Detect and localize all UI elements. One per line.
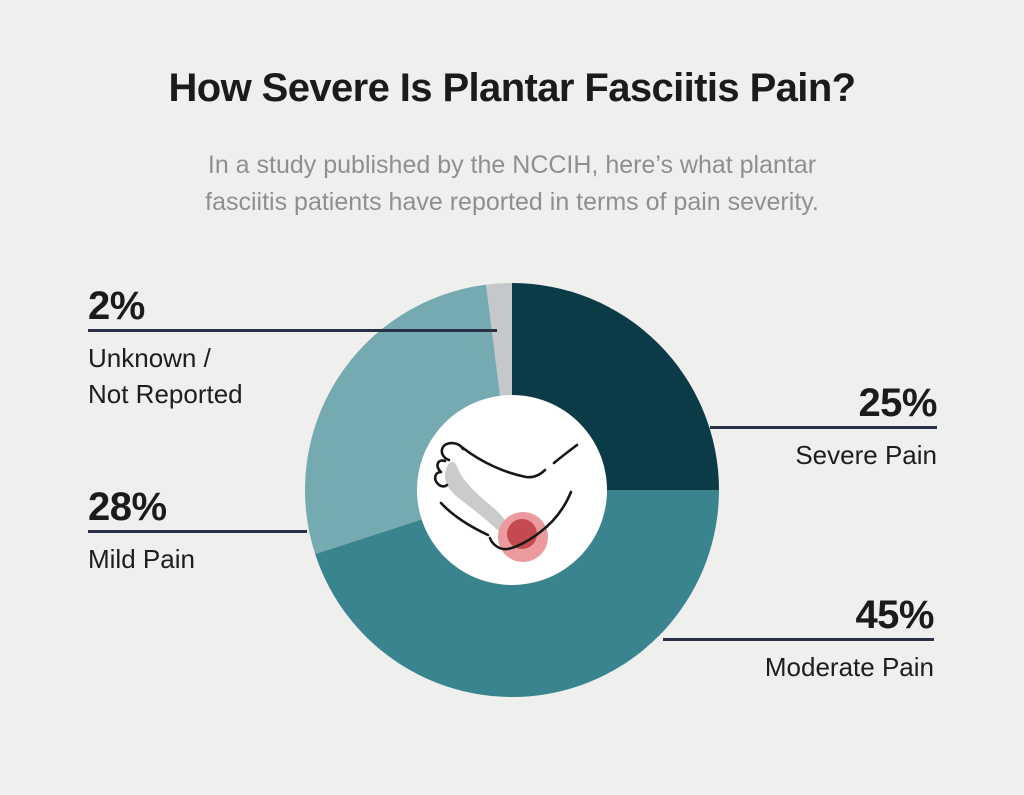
subtitle-line-2: fasciitis patients have reported in term… [205, 188, 819, 216]
page-subtitle: In a study published by the NCCIH, here’… [0, 147, 1024, 221]
callout-unknown: 2% Unknown / Not Reported [88, 283, 497, 412]
callout-mild: 28% Mild Pain [88, 484, 307, 577]
callout-unknown-percent: 2% [88, 284, 145, 328]
segment-moderate-pain [315, 490, 719, 697]
foot-outline [433, 441, 579, 551]
callout-unknown-line [88, 329, 497, 332]
pain-spot-inner [507, 519, 537, 549]
subtitle-line-1: In a study published by the NCCIH, here’… [207, 151, 817, 179]
callout-moderate: 45% Moderate Pain [663, 592, 935, 685]
callout-moderate-percent: 45% [855, 593, 934, 637]
callout-moderate-line [663, 638, 934, 641]
callout-unknown-label: Unknown / Not Reported [88, 340, 497, 412]
hole-circle [417, 395, 607, 585]
callout-mild-label: Mild Pain [88, 544, 195, 574]
callout-severe-line [710, 426, 937, 429]
page-title: How Severe Is Plantar Fasciitis Pain? [168, 66, 857, 110]
foot-heel-pain-icon [417, 395, 607, 585]
callout-unknown-label-line1: Unknown / [88, 343, 211, 373]
callout-severe-percent: 25% [858, 381, 937, 425]
callout-mild-line [88, 530, 307, 533]
donut-chart [305, 283, 719, 697]
callout-severe: 25% Severe Pain [710, 380, 938, 473]
plantar-fascia-shade [444, 461, 510, 538]
callout-moderate-label: Moderate Pain [764, 652, 934, 682]
callout-mild-percent: 28% [88, 485, 167, 529]
chart-center-hole [417, 395, 607, 585]
callout-severe-label: Severe Pain [795, 440, 937, 470]
callout-unknown-label-line2: Not Reported [88, 379, 243, 409]
